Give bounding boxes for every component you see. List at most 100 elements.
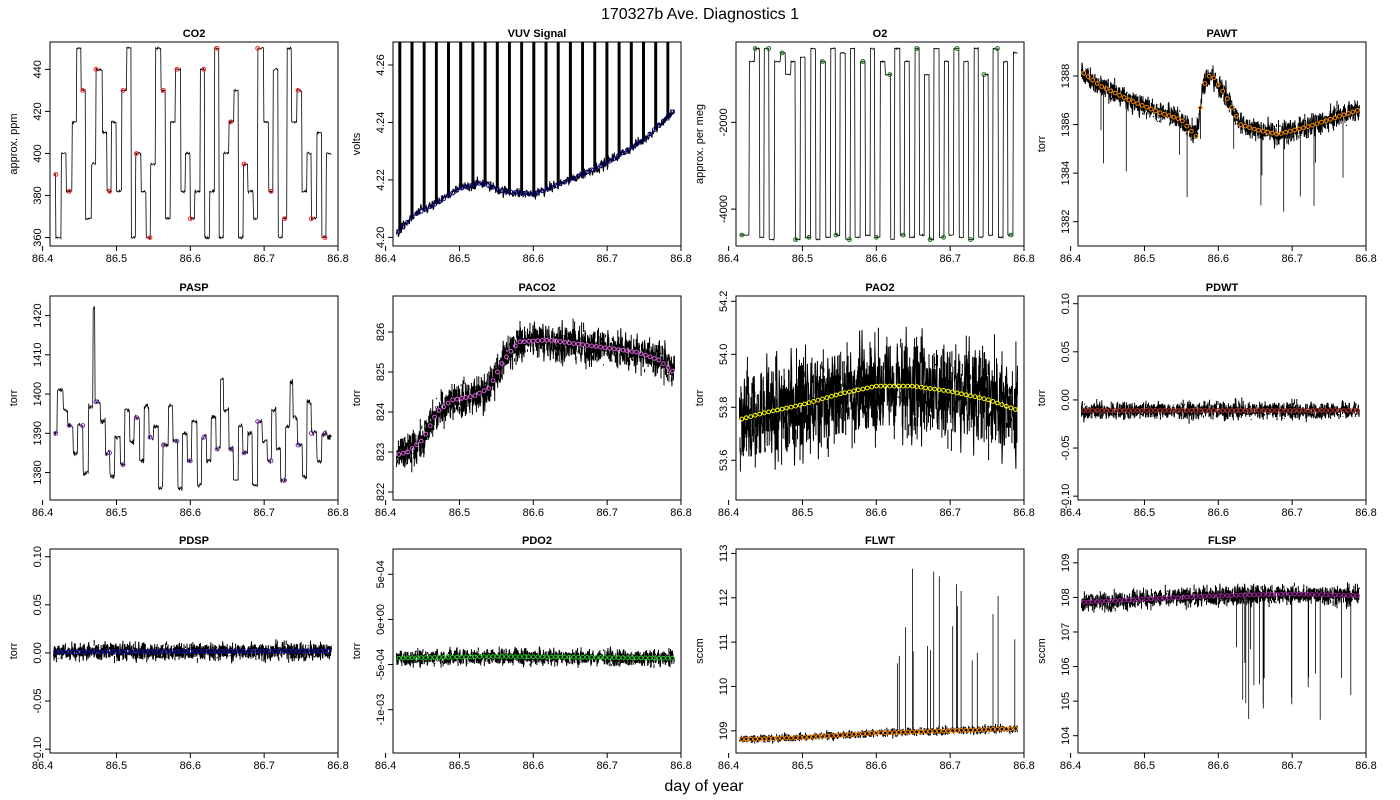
average-marker [634,142,639,147]
average-marker [295,442,301,448]
average-marker [793,237,798,242]
average-marker [761,410,767,416]
average-marker [873,383,879,389]
average-marker [838,732,843,738]
average-marker [647,131,653,137]
average-marker [1153,408,1158,413]
average-marker [495,186,500,192]
average-marker [1215,82,1221,87]
average-marker [1256,592,1262,598]
average-marker [499,361,505,366]
average-marker [1162,595,1167,601]
average-marker [486,385,491,391]
average-marker [490,654,496,659]
average-marker [1319,408,1324,413]
x-tick-label: 86.8 [1355,253,1376,265]
average-marker [481,388,487,394]
panel-title: PAWT [1207,28,1238,40]
average-marker [1157,596,1163,601]
y-tick-label: 1384 [1060,161,1072,185]
average-marker [1206,73,1212,79]
average-marker [1328,116,1333,122]
average-marker [414,442,420,448]
average-marker [459,395,465,401]
x-tick-label: 86.5 [449,760,470,772]
average-marker [1229,408,1235,413]
average-marker [295,648,301,654]
average-marker [1112,90,1118,96]
y-tick-label: 111 [718,634,730,651]
y-tick-label: 380 [32,186,44,204]
average-marker [634,655,639,661]
average-marker [562,654,568,660]
average-marker [593,655,599,660]
average-marker [405,449,411,455]
average-marker [1301,591,1306,597]
average-marker [1153,596,1158,601]
average-marker [856,731,861,737]
average-marker [1305,408,1311,413]
average-marker [553,183,559,189]
average-marker [941,728,946,734]
average-marker [521,654,527,660]
y-tick-label: 54.0 [718,344,730,365]
average-marker [1224,96,1230,101]
average-marker [824,395,830,401]
x-tick-label: 86.8 [1013,760,1034,772]
average-marker [468,183,473,189]
average-markers [53,648,332,655]
average-marker [432,201,438,207]
y-tick-label: 440 [32,60,44,78]
average-marker [1135,101,1140,106]
average-marker [936,728,942,734]
average-marker [815,397,821,403]
average-marker [143,649,148,654]
average-marker [1135,408,1140,413]
plot-frame [1077,548,1367,754]
average-marker [445,193,451,199]
average-marker [607,158,612,164]
x-tick-label: 86.5 [106,760,127,772]
spike-lines [897,568,1016,733]
average-marker [571,341,577,346]
average-marker [1117,92,1122,98]
average-marker [959,391,964,397]
average-marker [584,169,590,175]
average-marker [1085,408,1091,413]
average-marker [1292,408,1297,413]
average-marker [838,391,843,397]
average-marker [459,654,465,660]
y-tick-label: -5e-04 [375,649,387,681]
average-marker [864,731,870,736]
average-marker [300,648,305,654]
average-marker [638,139,644,145]
y-tick-label: 1390 [32,421,44,445]
average-marker [134,151,139,156]
average-marker [941,234,946,240]
average-marker [1346,593,1351,598]
average-marker [793,403,798,409]
average-marker [611,346,617,352]
average-marker [1202,408,1208,413]
noise-band [739,327,1018,472]
x-tick-label: 86.5 [1134,507,1155,519]
average-marker [1103,598,1109,604]
average-marker [107,649,112,655]
average-marker [400,450,406,456]
average-marker [1265,408,1271,413]
average-marker [629,349,635,354]
y-tick-label: 825 [375,363,387,381]
y-tick-label: 53.6 [718,450,730,471]
average-marker [968,393,973,399]
average-marker [1247,592,1253,598]
average-marker [504,189,509,195]
y-tick-label: 1410 [32,343,44,367]
average-marker [1269,592,1275,597]
average-marker [463,654,469,660]
average-marker [616,347,621,352]
average-marker [1265,129,1271,135]
average-marker [66,423,72,428]
average-marker [629,144,635,150]
average-marker [1162,111,1167,117]
average-marker [557,339,563,345]
